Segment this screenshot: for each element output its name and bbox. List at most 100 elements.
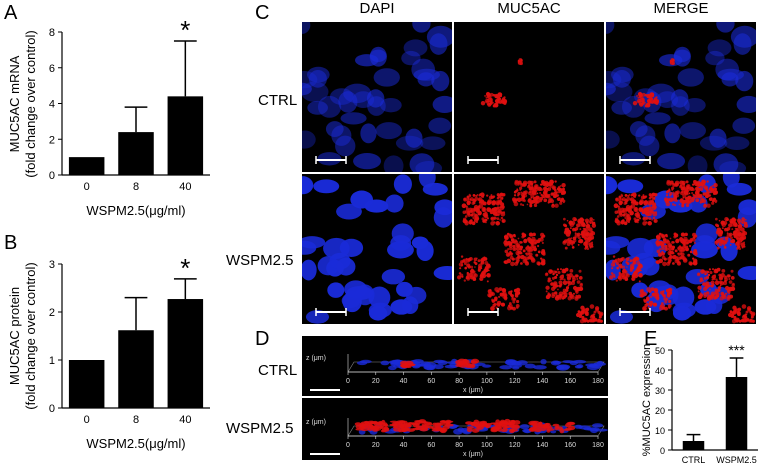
muc5ac-signal — [576, 232, 581, 237]
muc5ac-signal — [655, 260, 659, 264]
muc5ac-signal — [630, 203, 636, 209]
muc5ac-signal — [716, 267, 721, 272]
nucleus — [385, 194, 404, 213]
muc5ac-signal — [689, 250, 693, 254]
muc5ac-signal — [521, 232, 525, 236]
muc5ac-signal — [554, 203, 559, 208]
muc5ac-signal — [614, 258, 619, 263]
muc5ac-signal — [710, 280, 715, 285]
muc5ac-signal — [551, 204, 555, 208]
muc5ac-signal — [711, 199, 715, 203]
muc5ac-signal — [706, 291, 710, 295]
muc5ac-signal — [681, 204, 685, 208]
muc5ac-signal — [623, 201, 627, 205]
muc5ac-signal — [681, 201, 685, 205]
muc5ac-signal — [539, 196, 544, 201]
muc5ac-signal — [715, 201, 717, 204]
muc5ac-signal — [428, 425, 434, 429]
muc5ac-signal — [589, 304, 595, 309]
muc5ac-signal — [617, 207, 621, 211]
muc5ac-signal — [627, 194, 630, 198]
muc5ac-signal — [464, 215, 468, 218]
muc5ac-signal — [499, 202, 505, 207]
muc5ac-signal — [467, 257, 472, 262]
muc5ac-signal — [640, 269, 642, 272]
nucleus — [331, 125, 352, 146]
muc5ac-signal — [583, 319, 587, 323]
muc5ac-signal — [497, 194, 502, 199]
nucleus — [606, 81, 633, 102]
muc5ac-signal — [633, 271, 638, 276]
muc5ac-signal — [588, 227, 593, 232]
muc5ac-signal — [723, 241, 726, 244]
muc5ac-signal — [692, 258, 698, 263]
muc5ac-signal — [392, 423, 398, 427]
panel-label-a: A — [4, 2, 18, 24]
muc5ac-signal — [672, 254, 677, 260]
nucleus — [302, 259, 317, 281]
muc5ac-signal — [611, 273, 616, 277]
muc5ac-signal — [660, 233, 664, 237]
muc5ac-signal — [595, 307, 599, 312]
muc5ac-signal — [718, 273, 722, 277]
muc5ac-signal — [546, 428, 551, 433]
muc5ac-signal — [668, 299, 672, 304]
muc5ac-signal — [496, 99, 500, 102]
muc5ac-signal — [488, 102, 492, 106]
muc5ac-signal — [532, 232, 536, 237]
muc5ac-signal — [710, 291, 716, 297]
muc5ac-signal — [383, 423, 389, 427]
dapi-signal — [482, 364, 492, 368]
muc5ac-signal — [419, 427, 429, 432]
muc5ac-signal — [640, 97, 645, 103]
muc5ac-signal — [626, 199, 629, 203]
muc5ac-signal — [666, 293, 671, 298]
muc5ac-signal — [645, 102, 651, 108]
muc5ac-signal — [663, 257, 667, 261]
muc5ac-signal — [681, 180, 684, 184]
muc5ac-signal — [519, 61, 523, 66]
muc5ac-signal — [707, 191, 710, 194]
dapi-signal — [578, 425, 591, 430]
muc5ac-signal — [696, 272, 701, 277]
muc5ac-signal — [632, 262, 635, 265]
muc5ac-signal — [685, 196, 688, 199]
muc5ac-signal — [729, 243, 732, 246]
muc5ac-signal — [624, 194, 628, 197]
muc5ac-signal — [561, 183, 566, 188]
muc5ac-signal — [488, 269, 490, 272]
muc5ac-signal — [638, 92, 643, 98]
muc5ac-signal — [736, 227, 741, 232]
bar-WSPM2.5 — [725, 377, 748, 450]
muc5ac-signal — [484, 424, 492, 428]
muc5ac-signal — [579, 240, 582, 243]
nucleus — [433, 265, 452, 281]
significance-marker: * — [180, 253, 190, 283]
muc5ac-signal — [662, 238, 667, 242]
dapi-signal — [591, 423, 604, 428]
nucleus — [387, 241, 414, 259]
nucleus — [402, 296, 419, 315]
muc5ac-signal — [674, 258, 679, 264]
dapi-signal — [596, 360, 604, 365]
nucleus — [687, 155, 708, 172]
muc5ac-signal — [527, 245, 529, 248]
nucleus — [368, 286, 391, 309]
muc5ac-signal — [562, 240, 567, 245]
muc5ac-signal — [719, 281, 725, 286]
muc5ac-signal — [459, 365, 468, 368]
nucleus — [640, 257, 660, 276]
muc5ac-signal — [490, 221, 495, 226]
muc5ac-signal — [561, 190, 567, 195]
muc5ac-signal — [534, 241, 537, 245]
muc5ac-signal — [498, 287, 503, 291]
nucleus — [367, 96, 386, 116]
muc5ac-signal — [578, 269, 582, 273]
nucleus — [715, 58, 740, 81]
muc5ac-signal — [702, 192, 706, 196]
muc5ac-signal — [581, 315, 585, 320]
muc5ac-signal — [491, 298, 494, 302]
muc5ac-signal — [482, 207, 486, 211]
y-tick-label: 0 — [660, 446, 665, 456]
muc5ac-signal — [736, 241, 740, 244]
